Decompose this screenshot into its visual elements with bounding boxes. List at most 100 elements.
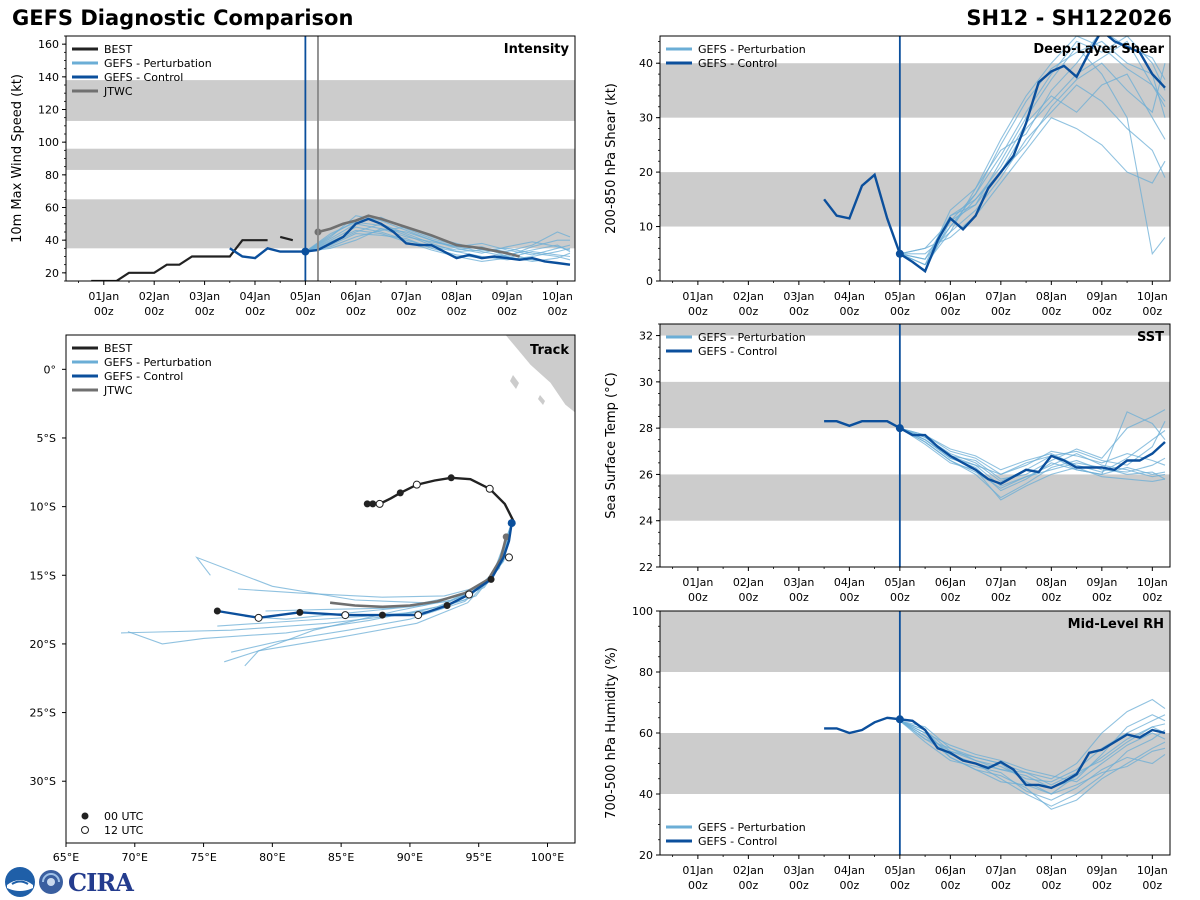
control-init-marker <box>507 519 516 528</box>
best-track-line <box>279 235 294 242</box>
y-tick-label: 20 <box>639 166 653 179</box>
y-tick-label: 120 <box>38 104 59 117</box>
panel-track: 65°E 70°E 75°E 80°E 85°E 90°E 95°E 100°E 0° 5°S 10… <box>30 334 576 864</box>
y-tick-label: 40 <box>639 57 653 70</box>
x-tick-label: 03Jan <box>783 864 814 877</box>
logo-group: CIRA <box>4 866 134 898</box>
control-00z-marker <box>296 608 304 616</box>
x-tick-label: 00z <box>195 305 215 318</box>
x-tick-label: 05Jan <box>884 576 915 589</box>
y-tick-label: 100 <box>38 136 59 149</box>
cira-logo-text: CIRA <box>68 867 134 897</box>
x-tick-label: 00z <box>144 305 164 318</box>
perturbation-line <box>899 46 1166 260</box>
panel-rh: 20 40 60 80 100 01Jan 00z 02Jan 00z 03Jan 00z 04Jan… <box>604 605 1171 892</box>
panel-intensity: 20 40 60 80 100 120 140 160 01Jan 00z 02Jan 00z 03Ja… <box>10 35 576 318</box>
perturbation-line <box>305 228 571 254</box>
x-tick-label: 00z <box>890 591 910 604</box>
lon-tick-label: 100°E <box>531 851 564 864</box>
x-tick-label: 00z <box>890 879 910 892</box>
best-track <box>367 476 515 524</box>
y-tick-label: 20 <box>639 849 653 862</box>
lon-tick-label: 70°E <box>122 851 148 864</box>
control-12z-marker <box>465 590 474 599</box>
control-line <box>824 420 1166 486</box>
x-tick-label: 06Jan <box>340 290 371 303</box>
noaa-logo-icon <box>5 867 35 897</box>
lat-tick-label: 0° <box>44 363 57 376</box>
perturbation-line <box>899 714 1166 783</box>
panel-title: SST <box>1137 330 1164 345</box>
y-tick-label: 60 <box>45 202 59 215</box>
legend-label: BEST <box>104 342 132 355</box>
x-tick-label: 00z <box>94 305 114 318</box>
x-tick-label: 03Jan <box>189 290 220 303</box>
perturbation-line <box>899 427 1166 473</box>
best-12z-marker <box>412 480 421 489</box>
lon-tick-label: 95°E <box>465 851 491 864</box>
best-00z-marker <box>369 500 377 508</box>
y-tick-label: 24 <box>639 515 653 528</box>
x-tick-label: 07Jan <box>985 290 1016 303</box>
control-00z-marker <box>487 575 495 583</box>
marker-legend-label: 00 UTC <box>104 810 144 823</box>
x-tick-label: 00z <box>839 879 859 892</box>
x-tick-label: 03Jan <box>783 290 814 303</box>
panel-title: Mid-Level RH <box>1068 617 1164 632</box>
storm-id-title: SH12 - SH122026 <box>966 6 1172 30</box>
lat-tick-label: 20°S <box>30 638 56 651</box>
panel-sst: 22 24 26 28 30 32 01Jan 00z 02Jan 00z 03Jan 00z 04Ja… <box>604 323 1171 604</box>
lon-tick-label: 80°E <box>259 851 285 864</box>
best-00z-marker <box>447 474 455 482</box>
lat-tick-label: 10°S <box>30 501 56 514</box>
perturbation-line <box>899 117 1166 255</box>
x-tick-label: 05Jan <box>884 290 915 303</box>
y-axis-label: 200-850 hPa Shear (kt) <box>604 83 619 234</box>
plot-area <box>660 611 1170 855</box>
perturbation-line <box>899 720 1166 795</box>
x-tick-label: 09Jan <box>1086 864 1117 877</box>
panel-title: Track <box>530 343 569 358</box>
legend-label: JTWC <box>103 384 133 397</box>
perturbation-track <box>237 527 511 598</box>
x-tick-label: 00z <box>1041 591 1061 604</box>
shaded-band <box>66 80 575 121</box>
legend-label: GEFS - Control <box>698 57 777 70</box>
lon-tick-label: 90°E <box>397 851 423 864</box>
x-tick-label: 00z <box>940 879 960 892</box>
legend-label: GEFS - Perturbation <box>698 331 806 344</box>
init-marker <box>895 424 904 433</box>
perturbation-line <box>305 215 570 258</box>
x-tick-label: 00z <box>789 879 809 892</box>
x-tick-label: 00z <box>940 591 960 604</box>
x-tick-label: 04Jan <box>834 290 865 303</box>
y-tick-label: 10 <box>639 221 653 234</box>
x-tick-label: 00z <box>991 879 1011 892</box>
plot-area <box>66 36 575 281</box>
control-12z-marker <box>414 611 423 620</box>
y-tick-label: 22 <box>639 561 653 574</box>
perturbation-track <box>127 527 511 645</box>
control-00z-marker <box>213 607 221 615</box>
x-tick-label: 09Jan <box>1086 576 1117 589</box>
x-tick-label: 00z <box>890 305 910 318</box>
y-tick-label: 40 <box>45 234 59 247</box>
x-tick-label: 01Jan <box>682 864 713 877</box>
x-tick-label: 01Jan <box>88 290 119 303</box>
x-tick-label: 00z <box>688 591 708 604</box>
lat-tick-label: 15°S <box>30 569 56 582</box>
control-12z-marker <box>341 611 350 620</box>
control-line <box>824 716 1166 790</box>
land-mass <box>504 335 575 414</box>
init-marker <box>895 715 904 724</box>
perturbation-line <box>899 36 1166 266</box>
legend-label: GEFS - Control <box>698 345 777 358</box>
axes-frame <box>659 323 1171 568</box>
y-tick-label: 28 <box>639 422 653 435</box>
jtwc-start-marker <box>502 533 510 541</box>
y-tick-label: 0 <box>646 275 653 288</box>
control-12z-marker <box>254 613 263 622</box>
x-tick-label: 07Jan <box>391 290 422 303</box>
shaded-band <box>660 474 1170 521</box>
